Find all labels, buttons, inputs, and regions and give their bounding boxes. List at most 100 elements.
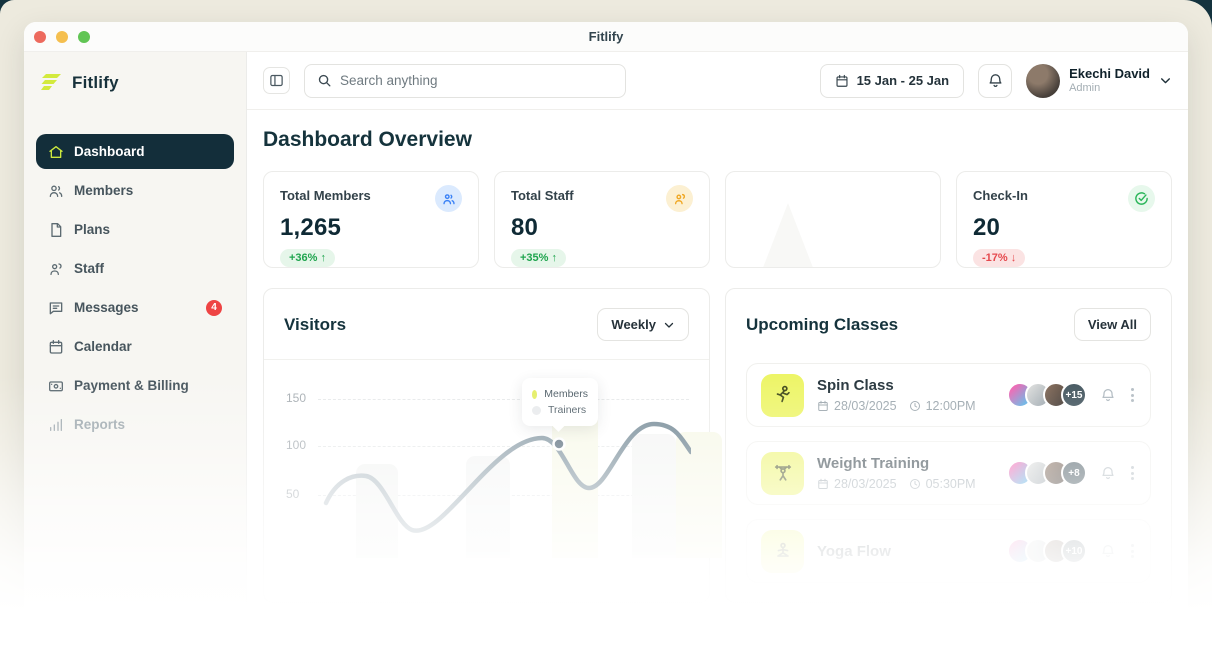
- sidebar-item-label: Calendar: [74, 339, 132, 354]
- panel-toggle-icon: [270, 74, 283, 87]
- chevron-down-icon: [664, 322, 674, 328]
- class-time: 05:30PM: [925, 477, 976, 491]
- brand-logo: Fitlify: [36, 66, 234, 100]
- date-range-button[interactable]: 15 Jan - 25 Jan: [819, 63, 965, 98]
- sidebar-item-messages[interactable]: Messages 4: [36, 290, 234, 325]
- chat-icon: [49, 301, 63, 314]
- row-menu-button[interactable]: [1129, 386, 1136, 404]
- stat-value: 80: [511, 214, 539, 241]
- search-input[interactable]: [340, 73, 613, 88]
- legend-label: Members: [544, 388, 588, 400]
- user-avatar: [1026, 63, 1061, 98]
- chevron-down-icon: [1161, 78, 1170, 84]
- triangle-watermark: [730, 203, 846, 267]
- sidebar-item-members[interactable]: Members: [36, 173, 234, 208]
- highlighted-data-point[interactable]: [552, 437, 566, 451]
- sidebar-item-calendar[interactable]: Calendar: [36, 329, 234, 364]
- clock-icon: [909, 401, 920, 411]
- sidebar-item-label: Plans: [74, 222, 111, 237]
- class-row-yoga-flow[interactable]: Yoga Flow +10: [746, 519, 1151, 583]
- class-date: 28/03/2025: [834, 399, 897, 413]
- class-name: Spin Class: [817, 377, 894, 394]
- user-menu[interactable]: Ekechi David Admin: [1026, 63, 1172, 98]
- stat-card-classes: Classes 180 +46% ↑: [725, 171, 941, 268]
- staff-icon: [666, 185, 693, 212]
- sidebar-item-dashboard[interactable]: Dashboard: [36, 134, 234, 169]
- legend-label: Trainers: [548, 404, 587, 416]
- sidebar-item-label: Messages: [74, 300, 139, 315]
- sidebar-toggle-button[interactable]: [263, 67, 290, 94]
- search-bar: [304, 63, 626, 98]
- sidebar-item-payment-billing[interactable]: Payment & Billing: [36, 368, 234, 403]
- upcoming-classes-title: Upcoming Classes: [746, 314, 899, 334]
- members-icon: [49, 185, 63, 197]
- extra-attendees-badge: +10: [1061, 538, 1087, 564]
- sidebar-item-label: Dashboard: [74, 144, 145, 159]
- clock-icon: [909, 479, 920, 489]
- payment-icon: [49, 380, 63, 391]
- yoga-flow-icon: [761, 529, 804, 573]
- user-name: Ekechi David: [1069, 65, 1150, 81]
- upcoming-classes-panel: Upcoming Classes View All: [725, 288, 1172, 603]
- sidebar-item-label: Reports: [74, 417, 126, 432]
- sidebar-item-label: Staff: [74, 261, 104, 276]
- view-all-label: View All: [1087, 317, 1137, 332]
- period-dropdown[interactable]: Weekly: [597, 308, 689, 341]
- stat-value: 1,265: [280, 214, 342, 241]
- check-circle-icon: [1128, 185, 1155, 212]
- document-icon: [51, 222, 62, 237]
- attendee-avatars: +8: [1007, 460, 1087, 486]
- extra-attendees-badge: +8: [1061, 460, 1087, 486]
- stat-card-check-in: Check-In 20 -17% ↓: [956, 171, 1172, 268]
- stat-label: Total Staff: [511, 188, 574, 203]
- app-window: Fitlify Fitlify Dashboard: [24, 22, 1188, 658]
- extra-attendees-badge: +15: [1061, 382, 1087, 408]
- fitlify-logo-icon: [41, 74, 61, 90]
- chart-legend-tooltip: Members Trainers: [522, 378, 598, 426]
- divider: [264, 359, 709, 360]
- members-legend-dot: [532, 389, 538, 399]
- calendar-icon: [818, 400, 828, 411]
- sidebar-item-staff[interactable]: Staff: [36, 251, 234, 286]
- class-row-spin[interactable]: Spin Class 28/03/2025 12:00P: [746, 363, 1151, 427]
- bell-icon: [989, 74, 1002, 88]
- sidebar-item-plans[interactable]: Plans: [36, 212, 234, 247]
- stat-trend-badge: -17% ↓: [973, 249, 1026, 267]
- window-title: Fitlify: [588, 29, 624, 44]
- notifications-button[interactable]: [978, 63, 1013, 98]
- page-title: Dashboard Overview: [263, 128, 472, 151]
- bell-icon[interactable]: [1100, 465, 1116, 481]
- date-range-value: 15 Jan - 25 Jan: [856, 73, 950, 88]
- reports-icon: [50, 418, 62, 431]
- stat-trend-badge: +35% ↑: [511, 249, 566, 267]
- staff-icon: [50, 262, 62, 275]
- bell-icon[interactable]: [1100, 543, 1116, 559]
- class-row-weight-training[interactable]: Weight Training 28/03/2025 0: [746, 441, 1151, 505]
- class-time: 12:00PM: [925, 399, 976, 413]
- titlebar: Fitlify: [24, 22, 1188, 52]
- trainers-legend-dot: [532, 405, 541, 415]
- search-icon: [318, 74, 331, 87]
- y-axis-tick: 100: [286, 438, 307, 452]
- members-icon: [435, 185, 462, 212]
- sidebar-item-label: Members: [74, 183, 134, 198]
- class-name: Weight Training: [817, 455, 930, 472]
- attendee-avatars: +15: [1007, 382, 1087, 408]
- calendar-icon: [836, 74, 848, 87]
- spin-class-icon: [761, 373, 804, 417]
- calendar-icon: [818, 478, 828, 489]
- bell-icon[interactable]: [1100, 387, 1116, 403]
- stat-label: Check-In: [973, 188, 1028, 203]
- view-all-button[interactable]: View All: [1073, 308, 1151, 341]
- y-axis-tick: 150: [286, 391, 307, 405]
- row-menu-button[interactable]: [1129, 464, 1136, 482]
- visitors-line-chart: [323, 421, 691, 533]
- row-menu-button[interactable]: [1129, 542, 1136, 560]
- sidebar-item-reports[interactable]: Reports: [36, 407, 234, 442]
- stat-card-total-members: Total Members 1,265 +36% ↑: [263, 171, 479, 268]
- visitors-chart: 150 100 50: [284, 364, 722, 558]
- y-axis-tick: 50: [286, 487, 300, 501]
- calendar-icon: [49, 339, 63, 354]
- user-role: Admin: [1069, 81, 1101, 94]
- class-name: Yoga Flow: [817, 542, 891, 560]
